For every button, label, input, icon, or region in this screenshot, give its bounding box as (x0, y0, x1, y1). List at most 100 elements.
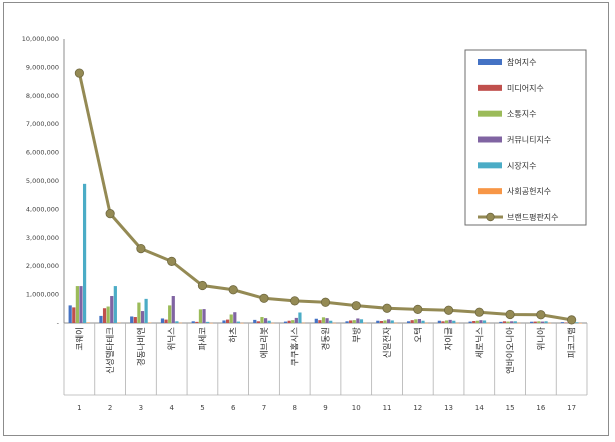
x-category-label: 피코그램 (567, 327, 578, 358)
bar (410, 320, 414, 323)
bar (359, 319, 364, 323)
x-category-label: 오텍 (413, 327, 424, 343)
line-point (536, 310, 546, 320)
bar (72, 307, 76, 323)
x-number-label: 4 (169, 404, 174, 412)
bar (517, 322, 521, 324)
bar (233, 312, 237, 323)
x-category-label: 위니아 (536, 327, 547, 351)
legend-label: 참여지수 (507, 57, 536, 67)
bar (506, 321, 510, 323)
bar (294, 317, 298, 323)
bar (106, 306, 110, 323)
bar (387, 319, 391, 323)
x-category-label: 하츠 (228, 327, 239, 343)
line-point (197, 280, 208, 291)
bar (349, 320, 353, 323)
bar (236, 321, 241, 323)
line-point (259, 293, 269, 303)
bar (117, 322, 121, 324)
bar (171, 296, 175, 323)
x-category-label: 코웨이 (74, 327, 85, 350)
bar (240, 322, 244, 324)
bar (198, 309, 203, 323)
y-tick-label: 2,000,000 (26, 262, 59, 270)
bar (253, 319, 257, 323)
bar (560, 322, 565, 323)
bar (271, 322, 275, 324)
x-number-label: 16 (536, 404, 545, 412)
bar (175, 321, 179, 323)
bar (164, 319, 168, 323)
x-number-label: 12 (413, 404, 422, 412)
bar (332, 322, 336, 324)
y-tick-label: 9,000,000 (26, 63, 59, 71)
line-point (474, 307, 484, 317)
bar (318, 320, 322, 323)
bar (363, 322, 367, 324)
y-tick-label: 1,000,000 (26, 291, 59, 299)
x-number-label: 17 (567, 404, 576, 412)
line-point (382, 303, 392, 313)
line-point (413, 304, 423, 314)
bar (102, 308, 107, 323)
line-point (167, 256, 177, 266)
y-tick-label: - (57, 319, 60, 327)
legend-swatch (478, 162, 502, 169)
bar (298, 312, 302, 323)
bar (472, 321, 476, 323)
bar (414, 319, 418, 323)
bar (486, 322, 490, 324)
legend-label: 소통지수 (507, 110, 536, 119)
x-number-label: 7 (262, 404, 266, 412)
bar (513, 321, 517, 323)
x-category-label: 위닉스 (168, 327, 178, 351)
y-tick-label: 10,000,000 (22, 35, 59, 43)
line-point (105, 209, 115, 219)
bar (379, 321, 384, 323)
bar (140, 311, 145, 323)
bar (263, 318, 268, 323)
x-category-label: 경동원 (321, 327, 332, 350)
bar (160, 318, 165, 323)
bar (482, 320, 487, 323)
y-tick-label: 5,000,000 (26, 177, 59, 185)
bar (287, 320, 291, 323)
bar (325, 318, 329, 323)
bar (455, 322, 459, 324)
x-number-label: 14 (475, 404, 484, 412)
legend-swatch (478, 59, 502, 65)
x-category-label: 쿠쿠홈시스 (290, 327, 301, 366)
bar (390, 320, 394, 323)
legend-label: 미디어지수 (507, 83, 544, 93)
legend-swatch (478, 110, 502, 117)
legend-marker-swatch (486, 212, 495, 222)
bar (79, 286, 83, 323)
bar (441, 321, 445, 323)
bar (444, 320, 449, 323)
legend-label: 사회공헌지수 (507, 187, 551, 196)
bar (530, 321, 534, 323)
line-point (567, 315, 577, 325)
line-point (320, 297, 331, 307)
y-tick-label: 4,000,000 (26, 205, 59, 213)
x-category-label: 신일전자 (382, 327, 393, 358)
bar (564, 322, 568, 324)
bar (321, 317, 326, 323)
y-tick-label: 6,000,000 (26, 149, 59, 157)
bar (130, 316, 134, 323)
x-number-label: 9 (323, 404, 327, 412)
bar (86, 322, 90, 323)
bar (448, 319, 452, 323)
bar (437, 320, 441, 323)
legend-swatch (478, 136, 502, 143)
x-number-label: 13 (444, 404, 453, 412)
bar (533, 321, 537, 323)
bar (113, 286, 117, 323)
bar (137, 302, 141, 323)
bar (502, 321, 507, 323)
y-tick-label: 8,000,000 (26, 92, 59, 100)
x-category-label: 경동나비엔 (136, 327, 147, 366)
bar (229, 314, 233, 323)
